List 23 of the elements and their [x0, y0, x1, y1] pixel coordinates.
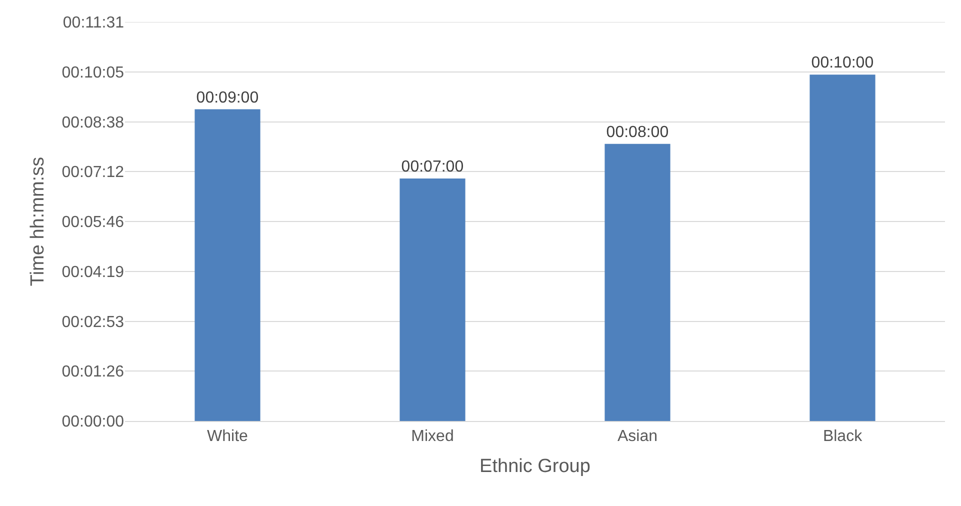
y-tick-label: 00:05:46: [62, 214, 124, 232]
bar: [604, 144, 670, 421]
bar: [194, 109, 260, 421]
data-label: 00:07:00: [401, 158, 464, 176]
data-label: 00:09:00: [196, 89, 259, 106]
data-label: 00:08:00: [606, 124, 669, 141]
y-tick-label: 00:01:26: [62, 364, 124, 381]
data-label: 00:10:00: [811, 54, 874, 72]
y-tick-label: 00:11:31: [62, 14, 124, 32]
y-tick-label: 00:04:19: [62, 264, 124, 281]
y-tick-label: 00:00:00: [62, 414, 124, 431]
x-tick-label: Mixed: [411, 428, 454, 446]
y-axis-title: Time hh:mm:ss: [28, 156, 49, 286]
x-tick-label: Black: [822, 428, 864, 446]
y-tick-label: 00:10:05: [62, 64, 124, 82]
y-tick-label: 00:08:38: [62, 114, 124, 132]
x-axis-title: Ethnic Group: [480, 456, 590, 477]
y-tick-label: 00:02:53: [62, 314, 124, 331]
bar: [810, 74, 876, 421]
y-tick-label: 00:07:12: [62, 164, 124, 182]
x-tick-label: Asian: [617, 428, 658, 446]
x-tick-label: White: [207, 428, 248, 446]
bar: [400, 178, 466, 421]
